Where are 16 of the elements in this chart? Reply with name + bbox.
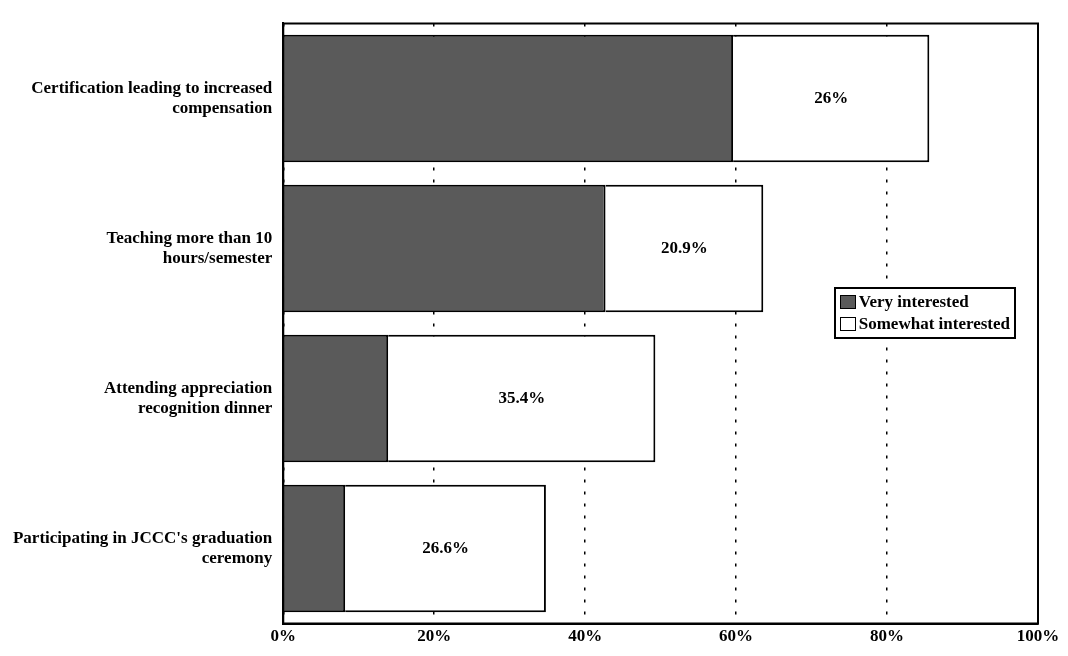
x-tick-label: 20%: [417, 626, 452, 646]
y-tick-label: Attending appreciation recognition dinner: [103, 377, 273, 418]
data-label: 26.6%: [422, 537, 469, 557]
x-tick-label: 0%: [270, 626, 297, 646]
data-label: 35.4%: [498, 387, 546, 407]
text: Somewhat interested: [858, 313, 1010, 335]
x-tick-label: 60%: [719, 626, 754, 646]
x-tick-label: 40%: [568, 626, 603, 646]
legend-label: Very interested: [858, 291, 969, 313]
x-tick-label: 80%: [870, 626, 905, 646]
y-tick-label: Participating in JCCC's graduation ceremony: [12, 527, 273, 568]
data-label: 26%: [814, 87, 849, 107]
y-tick-label: Certification leading to increased compensation: [31, 77, 273, 118]
x-tick-label: 100%: [1016, 626, 1060, 646]
y-tick-label: Teaching more than 10 hours/semester: [106, 227, 273, 268]
data-label: 20.9%: [661, 237, 708, 257]
